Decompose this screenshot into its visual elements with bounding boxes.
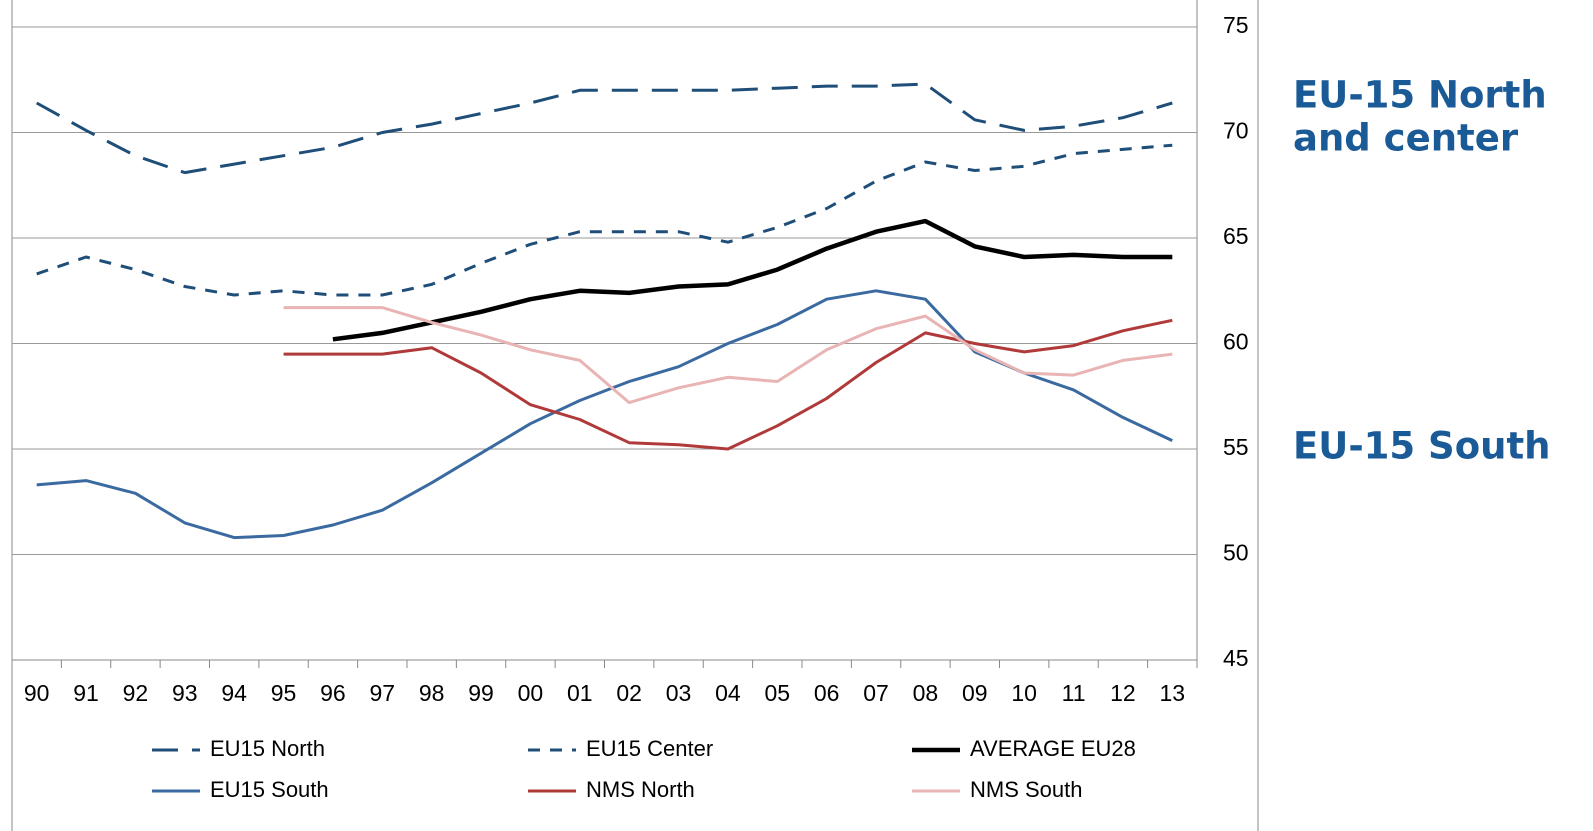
legend-label: EU15 South [210, 777, 329, 802]
x-tick-label: 00 [518, 680, 544, 706]
annotation: EU-15 South [1293, 425, 1550, 468]
x-tick-label: 91 [73, 680, 99, 706]
x-tick-label: 93 [172, 680, 198, 706]
y-tick-label: 65 [1223, 223, 1249, 249]
legend-label: EU15 North [210, 736, 325, 761]
x-tick-label: 12 [1110, 680, 1136, 706]
x-tick-label: 95 [271, 680, 297, 706]
series-line [332, 218, 1173, 342]
x-tick-label: 07 [863, 680, 889, 706]
y-tick-label: 55 [1223, 434, 1249, 460]
series-line [36, 143, 1173, 297]
x-tick-label: 04 [715, 680, 741, 706]
legend-label: NMS North [586, 777, 695, 802]
x-tick-label: 08 [913, 680, 939, 706]
x-tick-label: 96 [320, 680, 346, 706]
legend-label: EU15 Center [586, 736, 713, 761]
y-tick-label: 75 [1223, 12, 1249, 38]
x-tick-label: 01 [567, 680, 593, 706]
x-tick-label: 13 [1160, 680, 1186, 706]
x-tick-label: 09 [962, 680, 988, 706]
series-line [36, 289, 1173, 540]
y-tick-label: 45 [1223, 645, 1249, 671]
x-tick-label: 11 [1062, 680, 1086, 706]
series-line [283, 318, 1173, 451]
x-tick-label: 03 [666, 680, 692, 706]
x-tick-label: 98 [419, 680, 445, 706]
y-tick-label: 50 [1223, 540, 1249, 566]
x-tick-label: 99 [468, 680, 494, 706]
annotation: and center [1293, 117, 1519, 160]
annotation: EU-15 North [1293, 74, 1547, 117]
x-tick-label: 90 [24, 680, 50, 706]
x-tick-label: 05 [765, 680, 791, 706]
series-line [35, 82, 1173, 175]
legend-label: NMS South [970, 777, 1083, 802]
x-tick-label: 94 [221, 680, 247, 706]
x-tick-label: 97 [370, 680, 396, 706]
series-line [283, 306, 1173, 405]
x-tick-label: 92 [123, 680, 149, 706]
y-tick-label: 60 [1223, 329, 1249, 355]
x-tick-label: 10 [1011, 680, 1037, 706]
legend-label: AVERAGE EU28 [970, 736, 1136, 761]
y-tick-label: 70 [1223, 118, 1249, 144]
x-tick-label: 02 [616, 680, 642, 706]
x-tick-label: 06 [814, 680, 840, 706]
